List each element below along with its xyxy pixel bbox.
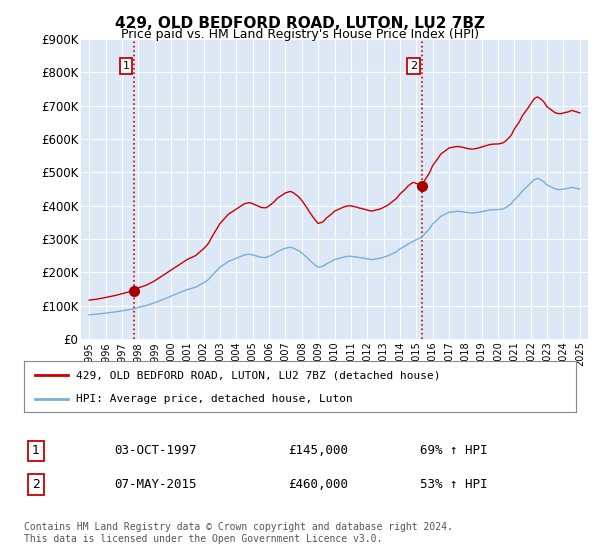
Text: Contains HM Land Registry data © Crown copyright and database right 2024.
This d: Contains HM Land Registry data © Crown c… xyxy=(24,522,453,544)
Text: 429, OLD BEDFORD ROAD, LUTON, LU2 7BZ (detached house): 429, OLD BEDFORD ROAD, LUTON, LU2 7BZ (d… xyxy=(76,370,441,380)
Text: Price paid vs. HM Land Registry's House Price Index (HPI): Price paid vs. HM Land Registry's House … xyxy=(121,28,479,41)
Text: 2: 2 xyxy=(410,61,418,71)
Text: 2: 2 xyxy=(32,478,40,491)
Text: 03-OCT-1997: 03-OCT-1997 xyxy=(114,444,197,458)
Text: 1: 1 xyxy=(32,444,40,458)
Text: £145,000: £145,000 xyxy=(288,444,348,458)
Text: 429, OLD BEDFORD ROAD, LUTON, LU2 7BZ: 429, OLD BEDFORD ROAD, LUTON, LU2 7BZ xyxy=(115,16,485,31)
Text: 53% ↑ HPI: 53% ↑ HPI xyxy=(420,478,487,491)
Text: 69% ↑ HPI: 69% ↑ HPI xyxy=(420,444,487,458)
Text: £460,000: £460,000 xyxy=(288,478,348,491)
Text: 07-MAY-2015: 07-MAY-2015 xyxy=(114,478,197,491)
Text: HPI: Average price, detached house, Luton: HPI: Average price, detached house, Luto… xyxy=(76,394,353,404)
Text: 1: 1 xyxy=(122,61,130,71)
